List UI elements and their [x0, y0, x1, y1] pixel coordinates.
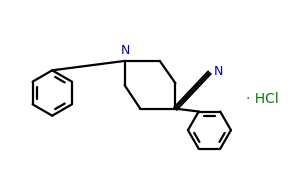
Text: N: N	[213, 65, 223, 78]
Text: · HCl: · HCl	[246, 92, 279, 106]
Text: N: N	[121, 44, 130, 57]
